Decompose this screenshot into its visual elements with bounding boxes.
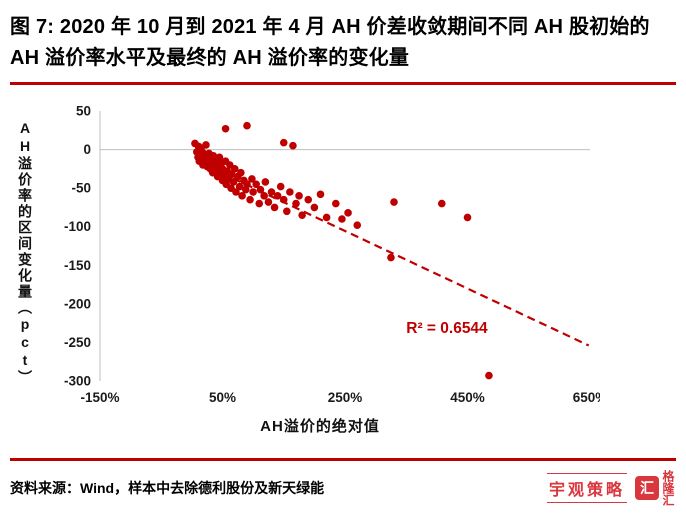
scatter-chart-area: AH溢价率的区间变化量（pct） 50 0 -50 -100 -150 -200 -250 -…: [10, 99, 676, 436]
data-point: [243, 121, 251, 130]
data-point: [249, 188, 257, 196]
data-point: [261, 178, 270, 186]
data-point: [316, 190, 325, 199]
x-tick-label: 650%: [573, 390, 600, 405]
data-point: [344, 209, 352, 217]
data-point: [353, 221, 362, 229]
data-point: [232, 188, 240, 196]
data-point: [215, 153, 224, 162]
x-tick-label: 50%: [209, 390, 236, 405]
gelonghui-logo-icon: 汇: [635, 476, 659, 500]
data-point: [283, 207, 291, 216]
x-tick-label: -150%: [80, 390, 119, 405]
footer: 资料来源：Wind，样本中去除德利股份及新天绿能 宇观策略 汇 格隆汇: [10, 470, 676, 506]
footer-divider-rule: [10, 458, 676, 461]
data-point: [246, 195, 254, 204]
data-point: [230, 165, 239, 173]
y-tick-label: -50: [71, 181, 91, 196]
y-tick-label: 50: [76, 104, 91, 119]
data-point: [310, 203, 319, 212]
x-tick-label: 450%: [450, 390, 485, 405]
y-tick-label: -150: [64, 258, 91, 273]
data-point: [202, 141, 210, 149]
data-point: [243, 180, 251, 189]
data-point: [270, 203, 279, 212]
y-tick-label: -100: [64, 219, 91, 234]
watermark-platform-name: 格隆汇: [661, 470, 675, 506]
source-note: 资料来源：Wind，样本中去除德利股份及新天绿能: [10, 480, 325, 496]
watermark-platform-logo: 汇 格隆汇: [635, 470, 675, 506]
data-point: [279, 138, 288, 147]
data-point: [276, 182, 285, 191]
data-point: [292, 199, 300, 208]
y-axis-title-text: AH溢价率的区间变化量（pct）: [17, 119, 33, 386]
data-point: [221, 124, 230, 133]
data-point: [289, 141, 297, 150]
y-tick-label: 0: [83, 142, 91, 157]
data-point: [229, 178, 238, 186]
data-point: [298, 211, 306, 219]
watermark: 宇观策略 汇 格隆汇: [546, 470, 675, 506]
data-point: [286, 188, 294, 196]
data-point: [279, 195, 288, 204]
x-tick-label: 250%: [328, 390, 363, 405]
plot-column: 50 0 -50 -100 -150 -200 -250 -300 -150% 50% 250% 45…: [40, 99, 600, 436]
y-axis-title: AH溢价率的区间变化量（pct）: [10, 99, 40, 436]
y-tick-label: -250: [64, 335, 91, 350]
data-point: [260, 192, 268, 200]
title-divider-rule: [10, 82, 676, 85]
data-point: [387, 253, 395, 262]
data-point: [485, 371, 493, 380]
data-point: [322, 213, 331, 222]
r-squared-annotation: R² = 0.6544: [406, 320, 488, 337]
data-point: [295, 192, 303, 200]
scatter-plot: 50 0 -50 -100 -150 -200 -250 -300-150% 50% 250% 45…: [64, 104, 600, 406]
watermark-account-name: 宇观策略: [546, 473, 627, 503]
data-point: [252, 180, 260, 189]
data-point: [267, 188, 276, 196]
data-point: [332, 199, 340, 208]
data-point: [273, 192, 282, 200]
data-point: [238, 192, 246, 200]
y-tick-label: -200: [64, 296, 91, 311]
trend-line: [197, 160, 590, 347]
data-point: [304, 195, 313, 204]
data-point: [255, 199, 264, 208]
data-point: [338, 215, 346, 223]
data-point: [437, 199, 446, 208]
data-point: [264, 198, 273, 206]
x-axis-title: AH溢价的绝对值: [260, 418, 380, 435]
figure-title: 图 7: 2020 年 10 月到 2021 年 4 月 AH 价差收敛期间不同…: [10, 16, 650, 69]
y-tick-label: -300: [64, 374, 91, 389]
data-point: [237, 168, 245, 177]
data-point: [235, 182, 244, 191]
data-point: [390, 198, 398, 206]
data-point: [463, 213, 472, 222]
data-point: [248, 175, 256, 183]
data-point: [256, 185, 265, 194]
